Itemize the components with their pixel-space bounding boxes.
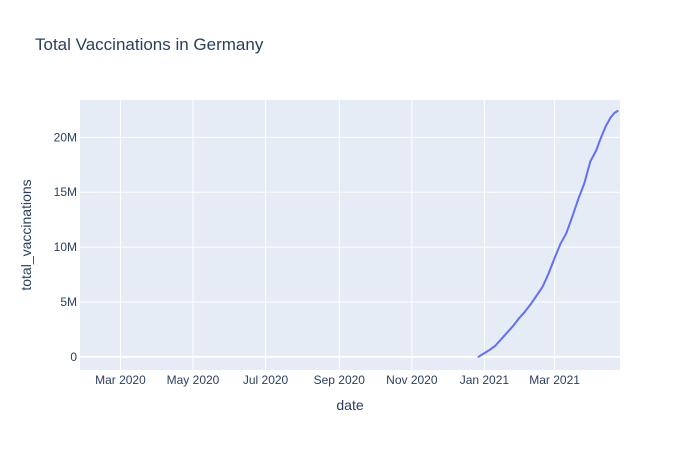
- plot-area: [80, 100, 620, 370]
- x-tick-label: Jan 2021: [460, 373, 510, 387]
- x-tick-label: Sep 2020: [314, 373, 366, 387]
- x-axis-title: date: [336, 397, 363, 413]
- x-tick-label: Jul 2020: [243, 373, 289, 387]
- x-gridlines: [119, 100, 556, 370]
- y-axis-title: total_vaccinations: [18, 179, 34, 290]
- x-tick-label: Mar 2020: [95, 373, 146, 387]
- x-tick-label: Nov 2020: [386, 373, 438, 387]
- x-tick-labels: Mar 2020 May 2020 Jul 2020 Sep 2020 Nov 2020…: [95, 373, 580, 387]
- series-layer: [477, 110, 619, 358]
- y-tick-label: 10M: [54, 240, 77, 254]
- x-tick-label: Mar 2021: [529, 373, 580, 387]
- y-tick-label: 20M: [54, 130, 77, 144]
- x-tick-label: May 2020: [167, 373, 220, 387]
- y-tick-label: 15M: [54, 185, 77, 199]
- series-line: [477, 110, 619, 358]
- y-tick-label: 5M: [60, 295, 77, 309]
- y-tick-label: 0: [70, 350, 77, 364]
- chart-title: Total Vaccinations in Germany: [35, 35, 264, 54]
- y-gridlines: [80, 136, 620, 358]
- y-tick-labels: 0 5M 10M 15M 20M: [54, 130, 78, 364]
